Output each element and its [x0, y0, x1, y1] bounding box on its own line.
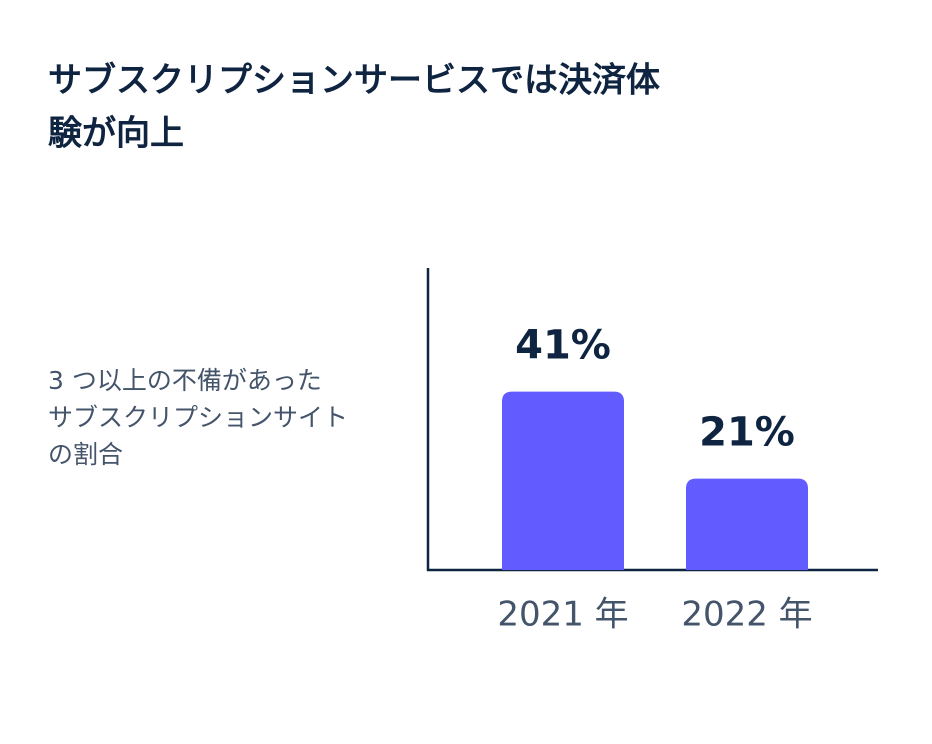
chart-title: 験が向上: [48, 114, 184, 154]
x-tick-label: 2022 年: [681, 595, 812, 635]
description: の割合: [48, 440, 123, 469]
x-tick-label: 2021 年: [497, 595, 628, 635]
description: 3 つ以上の不備があった: [48, 366, 322, 395]
value-label: 21%: [699, 410, 795, 456]
description: サブスクリプションサイト: [48, 403, 348, 432]
bar: [686, 478, 808, 570]
value-label: 41%: [515, 323, 611, 369]
bar: [502, 391, 624, 570]
chart-title: サブスクリプションサービスでは決済体: [48, 61, 660, 101]
